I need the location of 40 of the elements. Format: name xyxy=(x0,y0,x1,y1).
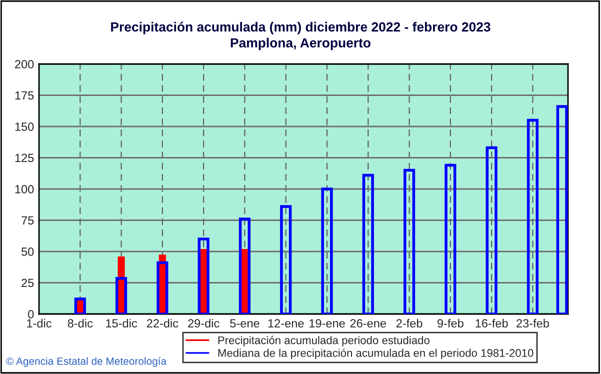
x-tick-label: 1-dic xyxy=(27,318,52,328)
bar xyxy=(156,261,168,314)
y-tick-label: 100 xyxy=(15,185,34,194)
bar xyxy=(198,238,210,314)
y-tick-label: 125 xyxy=(15,154,34,162)
x-tick-label: 26-ene xyxy=(350,319,386,328)
x-tick-label: 22-dic xyxy=(146,318,178,328)
bar xyxy=(321,188,333,314)
text: © Agencia Estatal de Meteorología xyxy=(6,357,167,367)
x-tick-label: 8-dic xyxy=(68,318,93,328)
y-tick-label: 0 xyxy=(28,310,34,318)
x-tick-label: 29-dic xyxy=(188,318,220,328)
bar xyxy=(115,276,128,314)
bar xyxy=(280,205,292,314)
bar xyxy=(404,168,416,314)
bar xyxy=(74,298,86,314)
chart-title: Precipitación acumulada (mm) diciembre 2022 - febrero 2023 xyxy=(111,22,490,34)
bar xyxy=(556,105,568,314)
bar xyxy=(526,118,539,314)
legend-label: Mediana de la precipitación acumulada en el periodo 1981-2010 xyxy=(218,348,534,360)
bar xyxy=(486,146,498,314)
x-tick-label: 23-feb xyxy=(516,318,549,328)
y-tick-label: 50 xyxy=(21,248,34,256)
y-tick-label: 200 xyxy=(15,60,34,68)
bar xyxy=(362,174,374,314)
chart-subtitle: Pamplona, Aeropuerto xyxy=(230,38,370,50)
legend-label: Precipitación acumulada periodo estudiado xyxy=(218,336,430,346)
bar xyxy=(444,164,456,314)
x-tick-label: 12-ene xyxy=(268,319,304,328)
x-tick-label: 9-feb xyxy=(438,318,464,328)
y-tick-label: 175 xyxy=(15,91,34,100)
bar xyxy=(238,218,251,314)
x-tick-label: 16-feb xyxy=(476,318,508,328)
y-tick-label: 75 xyxy=(22,216,34,225)
y-tick-label: 25 xyxy=(22,278,34,288)
x-tick-label: 2-feb xyxy=(396,318,422,328)
x-tick-label: 15-dic xyxy=(106,318,138,328)
y-tick-label: 150 xyxy=(15,122,34,131)
x-tick-label: 5-ene xyxy=(230,319,260,328)
x-tick-label: 19-ene xyxy=(310,319,345,328)
